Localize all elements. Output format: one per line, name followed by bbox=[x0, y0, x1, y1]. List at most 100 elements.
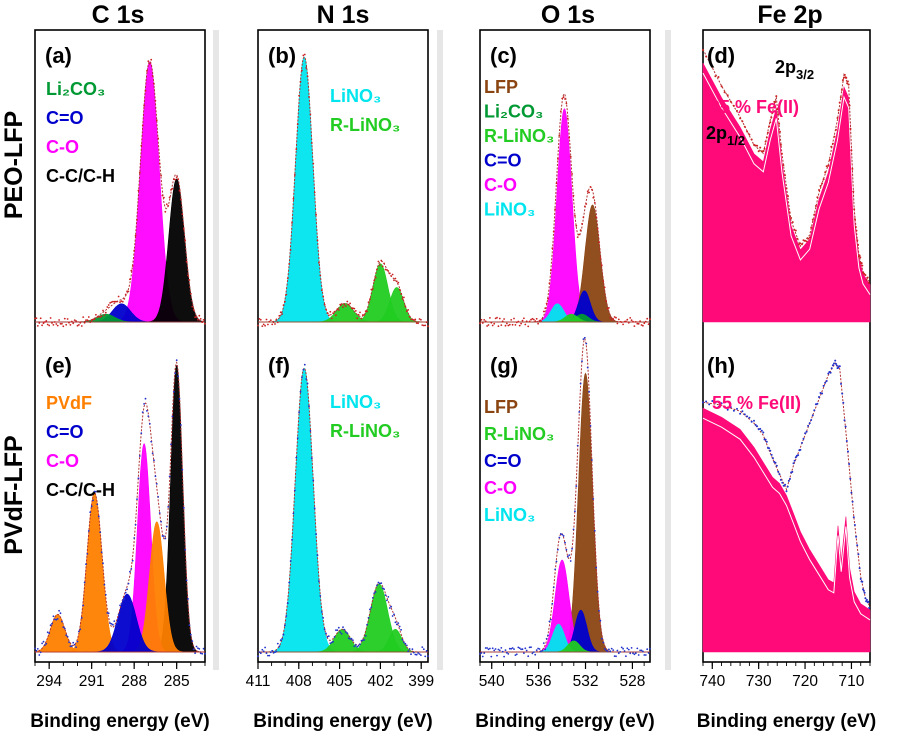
data-point bbox=[121, 599, 124, 601]
data-point bbox=[763, 147, 766, 150]
data-point bbox=[415, 653, 418, 656]
data-point bbox=[395, 623, 398, 626]
data-point bbox=[605, 649, 607, 652]
data-point bbox=[42, 322, 45, 325]
data-point bbox=[626, 647, 629, 650]
data-point bbox=[582, 216, 585, 219]
data-point bbox=[743, 413, 746, 416]
data-point bbox=[867, 600, 870, 603]
panel-label-f: (f) bbox=[268, 353, 290, 378]
legend-c-o: C-O bbox=[484, 478, 517, 498]
data-point bbox=[741, 410, 744, 413]
data-point bbox=[513, 317, 515, 320]
data-point bbox=[316, 554, 319, 557]
data-point bbox=[739, 117, 742, 120]
data-point bbox=[63, 627, 66, 630]
data-point bbox=[296, 123, 299, 125]
data-point bbox=[69, 324, 72, 326]
tick-label: 288 bbox=[121, 673, 147, 690]
data-point bbox=[301, 69, 303, 72]
data-point bbox=[364, 310, 367, 313]
data-point bbox=[86, 553, 89, 555]
data-point bbox=[851, 167, 854, 170]
data-point bbox=[293, 174, 296, 176]
data-point bbox=[87, 530, 90, 532]
data-point bbox=[315, 213, 317, 216]
panel-label-b: (b) bbox=[268, 43, 296, 68]
data-point bbox=[612, 318, 615, 320]
data-point bbox=[319, 274, 322, 277]
data-point bbox=[38, 322, 41, 324]
data-point bbox=[602, 641, 605, 644]
data-point bbox=[500, 324, 503, 326]
data-point bbox=[780, 152, 783, 155]
data-point bbox=[483, 652, 486, 654]
data-point bbox=[623, 320, 626, 323]
data-point bbox=[127, 290, 130, 293]
data-point bbox=[757, 150, 760, 153]
data-point bbox=[843, 73, 846, 76]
data-point bbox=[161, 194, 164, 197]
data-point bbox=[603, 648, 606, 650]
data-point bbox=[140, 432, 143, 435]
data-point bbox=[804, 239, 807, 242]
peak-label-2p3-2: 2p3/2 bbox=[775, 57, 814, 82]
data-point bbox=[342, 626, 344, 629]
data-point bbox=[126, 588, 128, 591]
data-point bbox=[380, 582, 383, 584]
data-point bbox=[72, 322, 75, 325]
data-point bbox=[327, 314, 330, 317]
data-point bbox=[518, 647, 521, 649]
data-point bbox=[779, 130, 781, 133]
legend-c-o: C=O bbox=[46, 422, 84, 442]
data-point bbox=[861, 264, 864, 267]
data-point bbox=[343, 303, 346, 306]
data-point bbox=[58, 319, 60, 321]
data-point bbox=[632, 652, 634, 655]
data-point bbox=[264, 646, 266, 649]
data-point bbox=[369, 608, 371, 611]
data-point bbox=[138, 455, 141, 457]
data-point bbox=[487, 324, 490, 326]
data-point bbox=[746, 130, 749, 133]
data-point bbox=[349, 302, 351, 305]
data-point bbox=[138, 171, 141, 174]
data-point bbox=[188, 279, 191, 281]
data-point bbox=[411, 648, 414, 651]
data-point bbox=[353, 645, 356, 648]
data-point bbox=[103, 314, 106, 316]
data-point bbox=[363, 639, 366, 641]
data-point bbox=[506, 651, 508, 654]
data-point bbox=[623, 650, 626, 652]
data-point bbox=[170, 189, 172, 191]
data-point bbox=[530, 318, 532, 321]
data-point bbox=[714, 401, 717, 404]
data-point bbox=[357, 644, 360, 647]
data-point bbox=[702, 401, 704, 404]
data-point bbox=[405, 310, 408, 313]
data-point bbox=[398, 625, 401, 628]
data-point bbox=[802, 239, 805, 242]
data-point bbox=[868, 606, 871, 609]
data-point bbox=[848, 104, 851, 107]
data-point bbox=[489, 317, 491, 319]
data-point bbox=[271, 649, 274, 652]
data-point bbox=[753, 419, 755, 422]
data-point bbox=[517, 320, 520, 323]
data-point bbox=[528, 320, 531, 323]
legend-lfp: LFP bbox=[484, 77, 518, 97]
envelope-line bbox=[34, 361, 205, 653]
data-point bbox=[610, 319, 613, 321]
data-point bbox=[117, 613, 120, 616]
data-point bbox=[736, 109, 738, 112]
data-point bbox=[593, 529, 596, 532]
data-point bbox=[515, 321, 518, 324]
data-point bbox=[174, 178, 177, 181]
data-point bbox=[361, 639, 364, 642]
data-point bbox=[318, 261, 320, 264]
data-point bbox=[388, 272, 391, 275]
data-point bbox=[514, 324, 517, 326]
data-point bbox=[333, 636, 336, 638]
legend-li2co3: Li₂CO₃ bbox=[484, 102, 543, 122]
data-point bbox=[286, 602, 289, 604]
